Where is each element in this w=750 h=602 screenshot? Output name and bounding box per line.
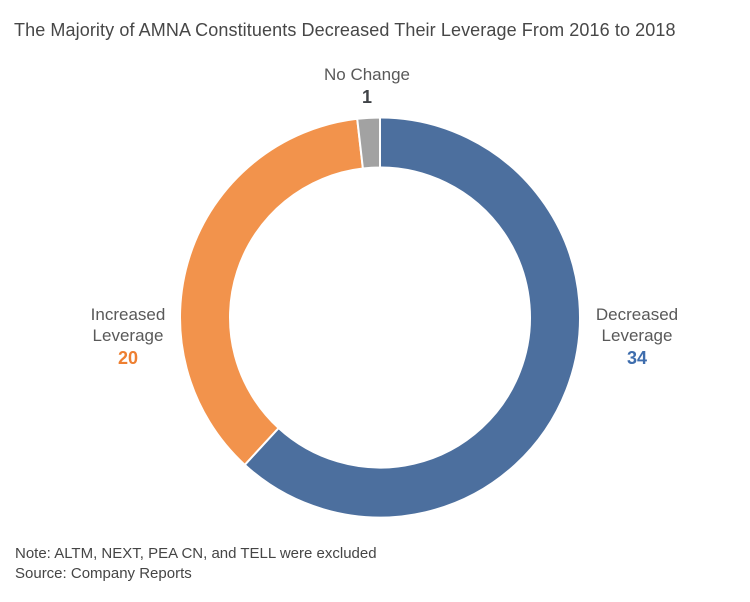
label-increased-line2: Leverage (92, 326, 164, 345)
donut-segments (179, 116, 581, 519)
label-decreased-line1: Decreased (595, 305, 679, 324)
value-decreased-leverage: 34 (626, 348, 648, 368)
donut-segment-decreased-leverage (243, 116, 581, 519)
label-no-change: No Change 1 (324, 64, 410, 108)
value-increased-leverage: 20 (117, 348, 139, 368)
footnote: Note: ALTM, NEXT, PEA CN, and TELL were … (15, 544, 377, 584)
label-increased-line1: Increased (90, 305, 166, 324)
donut-segment-increased-leverage (179, 117, 365, 467)
chart-title: The Majority of AMNA Constituents Decrea… (14, 20, 676, 40)
label-increased-leverage: Increased Leverage 20 (91, 304, 166, 369)
source-text: Source: Company Reports (15, 565, 192, 582)
note-text: Note: ALTM, NEXT, PEA CN, and TELL were … (15, 545, 377, 562)
donut-segment-no-change (356, 116, 381, 170)
value-no-change: 1 (361, 87, 373, 107)
label-decreased-line2: Leverage (601, 326, 673, 345)
label-no-change-text: No Change (323, 65, 411, 84)
label-decreased-leverage: Decreased Leverage 34 (596, 304, 678, 369)
